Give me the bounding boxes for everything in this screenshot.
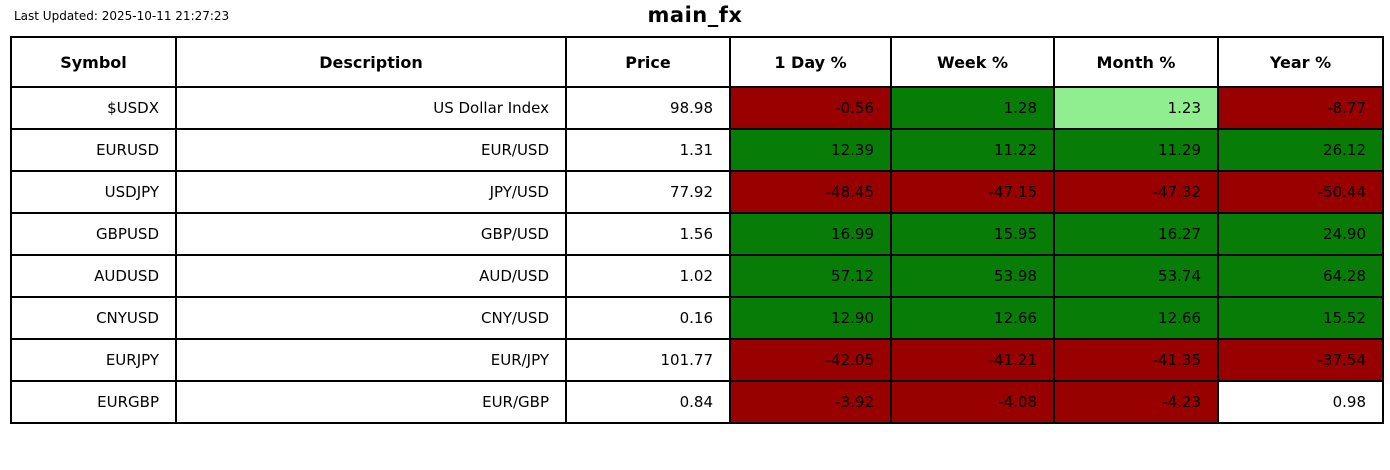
table-row-audusd: AUDUSD AUD/USD 1.02 57.12 53.98 53.74 64.28 [10, 254, 1384, 298]
description-cell: EUR/USD [175, 128, 567, 172]
change-cell-year: 15.52 [1217, 296, 1384, 340]
change-cell-1day: 12.39 [729, 128, 892, 172]
change-cell-week: -4.08 [890, 380, 1055, 424]
change-cell-week: 12.66 [890, 296, 1055, 340]
change-cell-1day: -0.56 [729, 86, 892, 130]
change-cell-month: -41.35 [1053, 338, 1219, 382]
price-cell: 98.98 [565, 86, 731, 130]
change-cell-year: 64.28 [1217, 254, 1384, 298]
symbol-cell: CNYUSD [10, 296, 177, 340]
symbol-cell: GBPUSD [10, 212, 177, 256]
change-cell-month: -47.32 [1053, 170, 1219, 214]
page-title: main_fx [647, 3, 743, 27]
change-cell-year: 26.12 [1217, 128, 1384, 172]
change-cell-year: -50.44 [1217, 170, 1384, 214]
table-row-gbpusd: GBPUSD GBP/USD 1.56 16.99 15.95 16.27 24.90 [10, 212, 1384, 256]
change-cell-1day: -3.92 [729, 380, 892, 424]
price-cell: 0.16 [565, 296, 731, 340]
change-cell-month: 16.27 [1053, 212, 1219, 256]
table-row-eurusd: EURUSD EUR/USD 1.31 12.39 11.22 11.29 26.12 [10, 128, 1384, 172]
column-header-price: Price [565, 36, 731, 88]
last-updated-text: Last Updated: 2025-10-11 21:27:23 [14, 9, 230, 23]
fx-table: Symbol Description Price 1 Day % Week % Month… [10, 36, 1384, 424]
description-cell: GBP/USD [175, 212, 567, 256]
fx-table-body: $USDX US Dollar Index 98.98 -0.56 1.28 1.23 -8… [10, 86, 1384, 424]
description-cell: JPY/USD [175, 170, 567, 214]
price-cell: 77.92 [565, 170, 731, 214]
change-cell-month: 11.29 [1053, 128, 1219, 172]
change-cell-month: 1.23 [1053, 86, 1219, 130]
description-cell: AUD/USD [175, 254, 567, 298]
column-header-symbol: Symbol [10, 36, 177, 88]
symbol-cell: $USDX [10, 86, 177, 130]
description-cell: EUR/JPY [175, 338, 567, 382]
column-header-month: Month % [1053, 36, 1219, 88]
symbol-cell: EURJPY [10, 338, 177, 382]
change-cell-year: 24.90 [1217, 212, 1384, 256]
change-cell-week: 53.98 [890, 254, 1055, 298]
change-cell-1day: 16.99 [729, 212, 892, 256]
table-row-eurjpy: EURJPY EUR/JPY 101.77 -42.05 -41.21 -41.35 -37… [10, 338, 1384, 382]
change-cell-month: 53.74 [1053, 254, 1219, 298]
change-cell-week: -41.21 [890, 338, 1055, 382]
change-cell-1day: 57.12 [729, 254, 892, 298]
change-cell-month: 12.66 [1053, 296, 1219, 340]
symbol-cell: EURUSD [10, 128, 177, 172]
table-row-cnyusd: CNYUSD CNY/USD 0.16 12.90 12.66 12.66 15.52 [10, 296, 1384, 340]
change-cell-1day: 12.90 [729, 296, 892, 340]
symbol-cell: EURGBP [10, 380, 177, 424]
description-cell: US Dollar Index [175, 86, 567, 130]
table-row-eurgbp: EURGBP EUR/GBP 0.84 -3.92 -4.08 -4.23 0.98 [10, 380, 1384, 424]
header-row: Symbol Description Price 1 Day % Week % Month… [10, 36, 1384, 88]
price-cell: 101.77 [565, 338, 731, 382]
column-header-year: Year % [1217, 36, 1384, 88]
table-row-usdx: $USDX US Dollar Index 98.98 -0.56 1.28 1.23 -8… [10, 86, 1384, 130]
column-header-week: Week % [890, 36, 1055, 88]
change-cell-week: 11.22 [890, 128, 1055, 172]
change-cell-1day: -48.45 [729, 170, 892, 214]
change-cell-week: 15.95 [890, 212, 1055, 256]
symbol-cell: USDJPY [10, 170, 177, 214]
fx-table-head: Symbol Description Price 1 Day % Week % Month… [10, 36, 1384, 88]
change-cell-month: -4.23 [1053, 380, 1219, 424]
price-cell: 0.84 [565, 380, 731, 424]
change-cell-week: -47.15 [890, 170, 1055, 214]
table-row-usdjpy: USDJPY JPY/USD 77.92 -48.45 -47.15 -47.32 -50.… [10, 170, 1384, 214]
symbol-cell: AUDUSD [10, 254, 177, 298]
change-cell-year: -8.77 [1217, 86, 1384, 130]
price-cell: 1.56 [565, 212, 731, 256]
change-cell-week: 1.28 [890, 86, 1055, 130]
change-cell-year: -37.54 [1217, 338, 1384, 382]
description-cell: EUR/GBP [175, 380, 567, 424]
column-header-description: Description [175, 36, 567, 88]
change-cell-1day: -42.05 [729, 338, 892, 382]
column-header-1day: 1 Day % [729, 36, 892, 88]
description-cell: CNY/USD [175, 296, 567, 340]
price-cell: 1.02 [565, 254, 731, 298]
price-cell: 1.31 [565, 128, 731, 172]
change-cell-year: 0.98 [1217, 380, 1384, 424]
